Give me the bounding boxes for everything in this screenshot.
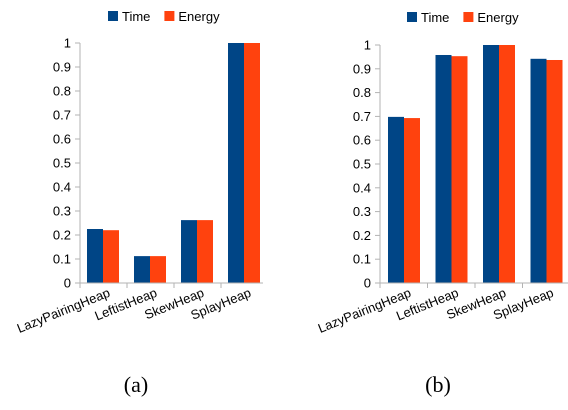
bar-energy-skewheap bbox=[499, 45, 515, 283]
y-tick-label: 0.1 bbox=[353, 252, 371, 267]
y-tick-label: 0.2 bbox=[53, 228, 71, 243]
panel-caption: (b) bbox=[425, 372, 451, 397]
y-tick-label: 0.5 bbox=[353, 157, 371, 172]
chart-panel-b: Time Energy00.10.20.30.40.50.60.70.80.91L… bbox=[316, 10, 568, 397]
y-tick-label: 0.6 bbox=[353, 133, 371, 148]
y-tick-label: 0.5 bbox=[53, 156, 71, 171]
y-tick-label: 0.6 bbox=[53, 132, 71, 147]
y-tick-label: 0.8 bbox=[53, 84, 71, 99]
legend-swatch-energy bbox=[463, 12, 474, 22]
bar-time-leftistheap bbox=[435, 54, 452, 283]
bar-time-splayheap bbox=[228, 43, 244, 283]
bar-energy-splayheap bbox=[546, 59, 563, 283]
bar-time-splayheap bbox=[530, 58, 547, 283]
legend-label-time: Time bbox=[421, 10, 449, 25]
panel-caption: (a) bbox=[124, 372, 148, 397]
y-tick-label: 1 bbox=[64, 36, 71, 51]
legend: Time Energy bbox=[108, 9, 220, 24]
y-tick-label: 0.7 bbox=[353, 109, 371, 124]
legend-label-energy: Energy bbox=[477, 10, 519, 25]
bar-energy-leftistheap bbox=[150, 256, 166, 283]
bar-time-lazypairingheap bbox=[388, 116, 404, 283]
y-tick-label: 0.3 bbox=[353, 204, 371, 219]
y-tick-label: 0.4 bbox=[353, 180, 371, 195]
y-tick-label: 0.9 bbox=[53, 60, 71, 75]
legend: Time Energy bbox=[407, 10, 519, 25]
bar-time-skewheap bbox=[181, 220, 197, 283]
legend-swatch-energy bbox=[164, 11, 175, 21]
bar-energy-skewheap bbox=[197, 220, 213, 283]
y-tick-label: 0 bbox=[64, 276, 71, 291]
bar-time-leftistheap bbox=[134, 256, 150, 283]
y-tick-label: 0.4 bbox=[53, 180, 71, 195]
chart-panel-a: Time Energy00.10.20.30.40.50.60.70.80.91L… bbox=[15, 9, 263, 397]
bar-energy-lazypairingheap bbox=[103, 230, 119, 283]
legend-swatch-time bbox=[108, 11, 118, 21]
legend-label-energy: Energy bbox=[178, 9, 220, 24]
bar-energy-leftistheap bbox=[451, 56, 468, 283]
y-tick-label: 1 bbox=[364, 38, 371, 53]
bar-time-lazypairingheap bbox=[87, 229, 103, 283]
legend-swatch-time bbox=[407, 12, 417, 22]
y-tick-label: 0 bbox=[364, 276, 371, 291]
y-tick-label: 0.3 bbox=[53, 204, 71, 219]
bar-energy-splayheap bbox=[244, 43, 260, 283]
legend-label-time: Time bbox=[122, 9, 150, 24]
y-tick-label: 0.1 bbox=[53, 252, 71, 267]
bar-energy-lazypairingheap bbox=[404, 118, 420, 283]
y-tick-label: 0.8 bbox=[353, 85, 371, 100]
y-tick-label: 0.9 bbox=[353, 61, 371, 76]
bar-time-skewheap bbox=[483, 45, 499, 283]
y-tick-label: 0.2 bbox=[353, 228, 371, 243]
y-tick-label: 0.7 bbox=[53, 108, 71, 123]
